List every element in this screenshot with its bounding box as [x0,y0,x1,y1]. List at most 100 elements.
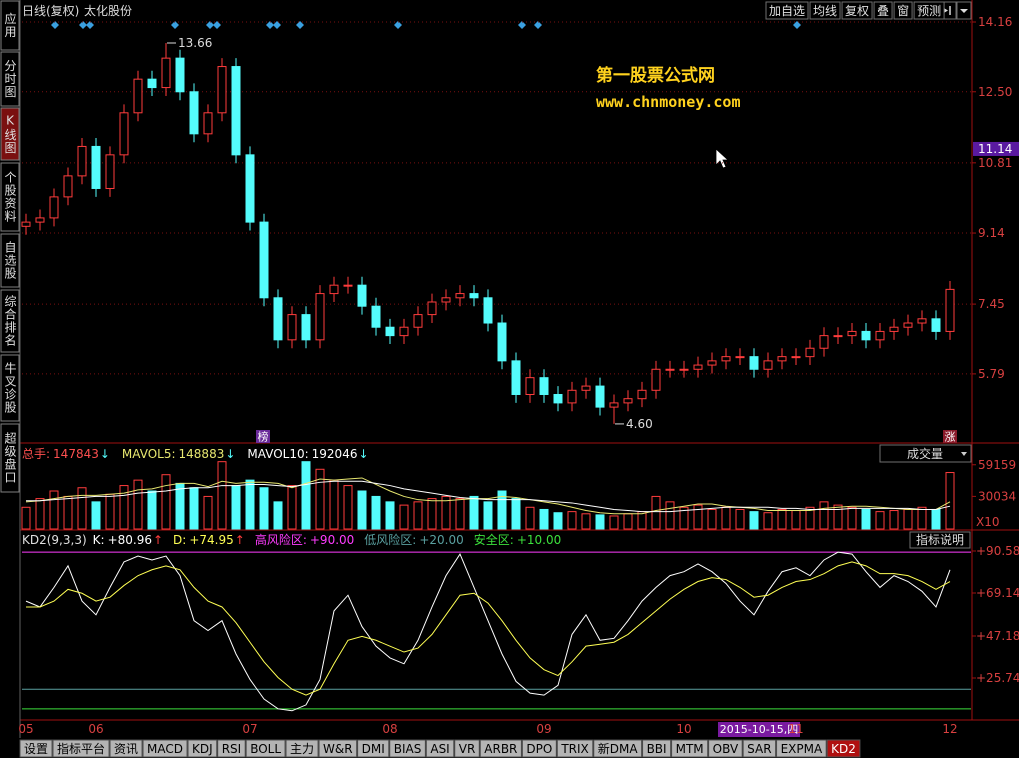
sidebar-tab[interactable] [0,423,20,493]
volume-bar [245,479,255,530]
bottom-tab[interactable] [109,739,143,758]
candle-body [777,356,787,362]
toolbar-button-label[interactable]: 均线 [813,4,837,18]
bottom-tab-label[interactable]: 新DMA [598,741,639,756]
sidebar-tab[interactable] [0,162,20,232]
sidebar-tab-label[interactable]: 分时图 [3,59,17,98]
y-tick-label: 12.50 [978,85,1012,99]
bottom-tab[interactable] [217,739,246,758]
candle-body [189,91,199,135]
bottom-tab[interactable] [593,739,643,758]
candle-body [175,57,185,93]
sidebar-tab[interactable] [0,354,20,422]
bottom-tab-label[interactable]: ASI [430,742,449,756]
candle-body [679,368,689,371]
candle-body [119,112,129,156]
bottom-tab[interactable] [142,739,188,758]
bottom-tab[interactable] [556,739,594,758]
candle-body [399,326,409,337]
toolbar-button-label[interactable]: 叠 [877,4,889,18]
volume-bar [777,508,787,530]
sidebar-tab-label[interactable]: 应用 [3,11,17,38]
bottom-tab[interactable] [454,739,480,758]
bottom-tab[interactable] [479,739,522,758]
volume-bar [917,506,927,530]
help-button-label[interactable]: 指标说明 [916,532,964,547]
volume-selector-label[interactable]: 成交量 [907,446,943,461]
bottom-tab-label[interactable]: BOLL [250,742,281,756]
toolbar-button[interactable] [765,1,809,20]
bottom-tab-label[interactable]: VR [459,742,476,756]
volume-bar [133,479,143,530]
bottom-tab-label[interactable]: BIAS [394,742,422,756]
sidebar-tab-label[interactable]: K线图 [3,114,17,155]
bottom-tab-label[interactable]: DMI [362,742,385,756]
bottom-tab-label[interactable]: DPO [526,742,552,756]
bottom-tab[interactable] [708,739,743,758]
toolbar-button-label[interactable]: 加自选 [769,4,805,18]
sidebar-tab[interactable] [0,289,20,353]
bottom-tab[interactable] [425,739,455,758]
bottom-tab[interactable] [52,739,110,758]
bottom-tab[interactable] [389,739,426,758]
sidebar-tab[interactable] [0,51,20,107]
bottom-tab[interactable] [245,739,286,758]
bottom-tab-label[interactable]: BBI [647,742,667,756]
volume-selector[interactable] [879,444,972,463]
bottom-tab[interactable] [642,739,672,758]
sidebar-tab-label[interactable]: 牛叉诊股 [3,361,17,414]
bottom-tab[interactable] [742,739,777,758]
bottom-tab-label[interactable]: EXPMA [781,742,823,756]
bottom-tab-label[interactable]: SAR [747,742,771,756]
bottom-tab[interactable] [19,739,53,758]
bottom-tab[interactable] [776,739,827,758]
candle-body [427,301,437,316]
bottom-tab-label[interactable]: MTM [676,742,704,756]
level-name: 安全区: [474,532,514,547]
candle-body [63,175,73,198]
bottom-tab-label[interactable]: ARBR [484,742,517,756]
bottom-tab-label[interactable]: MACD [147,742,183,756]
bottom-tab-label[interactable]: RSI [222,742,242,756]
bottom-tab[interactable] [318,739,358,758]
toolbar-button-label[interactable]: 复权 [845,4,869,18]
bottom-tab-label[interactable]: 设置 [24,742,48,756]
bottom-tab[interactable] [357,739,390,758]
sidebar-tab-label[interactable]: 综合排名 [3,295,17,347]
bottom-tab[interactable] [826,739,861,758]
bottom-tab-label[interactable]: W&R [323,742,353,756]
candle-body [77,145,87,177]
bottom-tab-label[interactable]: KD2 [831,742,856,756]
volume-bar [455,498,465,530]
y-tick-label: 10.81 [978,156,1012,170]
help-button[interactable] [909,531,971,549]
toolbar-button-label[interactable]: 窗 [897,4,909,18]
toolbar-button[interactable] [873,1,893,20]
sidebar-tab[interactable] [0,107,20,161]
toolbar-button[interactable] [913,1,945,20]
sidebar-tab-label[interactable]: 超级盘口 [3,431,17,484]
legend-arrow: ↓ [225,447,235,461]
bottom-tab[interactable] [285,739,319,758]
candle-body [231,66,241,156]
level-value: +90.00 [310,533,354,547]
bottom-tab-label[interactable]: OBV [713,742,739,756]
bottom-tab-label[interactable]: 指标平台 [57,741,105,756]
toolbar-button[interactable] [809,1,841,20]
bottom-tab-label[interactable]: TRIX [560,742,588,756]
sidebar-tab-label[interactable]: 个股资料 [3,171,17,223]
toolbar-button-label[interactable]: 预测 [917,4,941,18]
sidebar-tab-label[interactable]: 自选股 [3,241,17,280]
sidebar-tab[interactable] [0,0,20,51]
toolbar-button[interactable] [841,1,873,20]
bottom-tab[interactable] [521,739,557,758]
bottom-tab-label[interactable]: 资讯 [114,742,138,756]
bottom-tab[interactable] [187,739,218,758]
unit-label: X10 [976,515,1000,529]
candle-body [105,154,115,189]
toolbar-button[interactable] [893,1,913,20]
bottom-tab-label[interactable]: 主力 [290,742,314,756]
bottom-tab[interactable] [671,739,709,758]
sidebar-tab[interactable] [0,233,20,288]
bottom-tab-label[interactable]: KDJ [192,742,213,756]
